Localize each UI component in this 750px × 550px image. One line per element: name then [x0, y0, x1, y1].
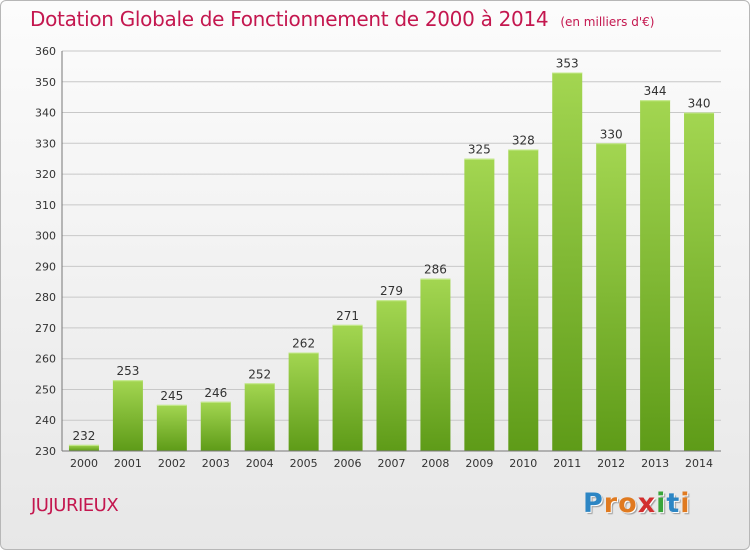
x-tick-label: 2008	[421, 457, 449, 470]
data-label: 325	[468, 143, 491, 157]
axes: 230 240 250 260 270 280 290 300 310 320 330 340 350 3…	[35, 45, 721, 470]
x-tick-label: 2007	[378, 457, 406, 470]
bar	[288, 352, 319, 451]
y-tick-label: 240	[35, 414, 56, 427]
bar	[68, 444, 99, 451]
data-label: 245	[160, 389, 183, 403]
x-tick-label: 2003	[202, 457, 230, 470]
y-tick-label: 300	[35, 230, 56, 243]
bar	[156, 404, 187, 451]
chart-unit-note: (en milliers d'€)	[560, 15, 655, 29]
bar	[244, 383, 275, 451]
y-tick-label: 310	[35, 199, 56, 212]
data-label: 353	[556, 57, 579, 71]
x-tick-label: 2014	[685, 457, 713, 470]
bar	[464, 158, 495, 451]
y-tick-label: 340	[35, 107, 56, 120]
data-label: 271	[336, 309, 359, 323]
bar	[420, 278, 451, 451]
x-tick-label: 2011	[553, 457, 581, 470]
data-label: 340	[688, 97, 711, 111]
y-tick-label: 250	[35, 383, 56, 396]
x-tick-label: 2010	[509, 457, 537, 470]
data-label: 246	[204, 386, 227, 400]
y-tick-label: 260	[35, 353, 56, 366]
data-label: 232	[73, 429, 96, 443]
bar	[508, 149, 539, 451]
bar	[552, 72, 583, 452]
bars	[68, 72, 715, 452]
y-tick-label: 290	[35, 260, 56, 273]
y-tick-label: 350	[35, 76, 56, 89]
x-tick-label: 2013	[641, 457, 669, 470]
bar	[332, 324, 363, 451]
y-tick-label: 330	[35, 137, 56, 150]
x-tick-label: 2004	[246, 457, 274, 470]
data-label: 328	[512, 133, 535, 147]
y-tick-label: 360	[35, 45, 56, 58]
chart-title: Dotation Globale de Fonctionnement de 20…	[30, 7, 654, 31]
bar	[684, 112, 715, 452]
data-label: 252	[248, 367, 271, 381]
y-tick-label: 320	[35, 168, 56, 181]
y-tick-label: 230	[35, 445, 56, 458]
data-labels: 232 253 245 246 252 262 271 279 286 325 328 353 330 3…	[73, 57, 711, 443]
bar	[200, 401, 231, 451]
bar	[376, 300, 407, 451]
chart-title-text: Dotation Globale de Fonctionnement de 20…	[30, 7, 549, 31]
bar	[112, 380, 143, 451]
x-tick-label: 2009	[465, 457, 493, 470]
y-tick-label: 280	[35, 291, 56, 304]
x-tick-label: 2001	[114, 457, 142, 470]
data-label: 279	[380, 284, 403, 298]
data-label: 253	[116, 364, 139, 378]
x-tick-label: 2012	[597, 457, 625, 470]
data-label: 286	[424, 263, 447, 277]
proxiti-logo: Proxiti	[583, 488, 691, 519]
data-label: 262	[292, 337, 315, 351]
bar	[596, 143, 627, 452]
bar	[640, 100, 671, 451]
x-tick-label: 2006	[334, 457, 362, 470]
x-tick-label: 2000	[70, 457, 98, 470]
y-tick-label: 270	[35, 322, 56, 335]
data-label: 330	[600, 127, 623, 141]
x-tick-label: 2002	[158, 457, 186, 470]
x-tick-label: 2005	[290, 457, 318, 470]
data-label: 344	[644, 84, 667, 98]
town-name: JUJURIEUX	[31, 495, 119, 516]
